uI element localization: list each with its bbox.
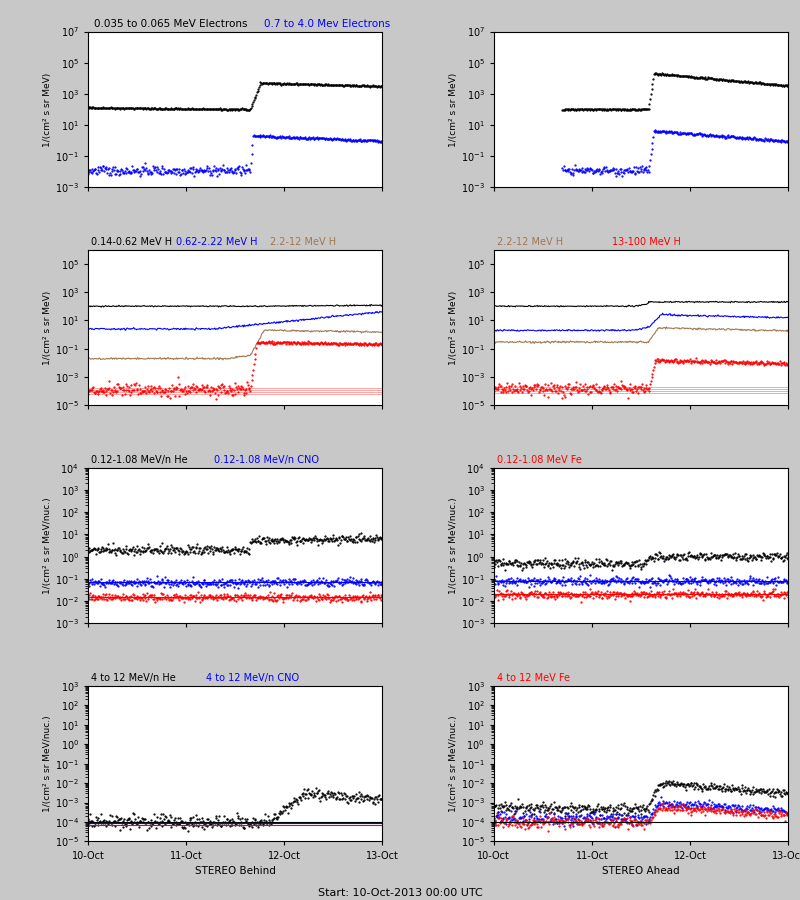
Text: 4 to 12 MeV Fe: 4 to 12 MeV Fe (497, 673, 570, 683)
Text: Start: 10-Oct-2013 00:00 UTC: Start: 10-Oct-2013 00:00 UTC (318, 887, 482, 897)
Text: 2.2-12 MeV H: 2.2-12 MeV H (270, 238, 337, 248)
Y-axis label: 1/(cm² s sr MeV/nuc.): 1/(cm² s sr MeV/nuc.) (43, 716, 52, 812)
Y-axis label: 1/(cm² s sr MeV/nuc.): 1/(cm² s sr MeV/nuc.) (449, 497, 458, 594)
Y-axis label: 1/(cm² s sr MeV): 1/(cm² s sr MeV) (449, 72, 458, 147)
Text: 4 to 12 MeV/n CNO: 4 to 12 MeV/n CNO (206, 673, 298, 683)
Y-axis label: 1/(cm² s sr MeV/nuc.): 1/(cm² s sr MeV/nuc.) (43, 497, 52, 594)
Y-axis label: 1/(cm² s sr MeV/nuc.): 1/(cm² s sr MeV/nuc.) (449, 716, 458, 812)
Text: 0.14-0.62 MeV H: 0.14-0.62 MeV H (91, 238, 172, 248)
Text: 0.7 to 4.0 Mev Electrons: 0.7 to 4.0 Mev Electrons (265, 19, 390, 29)
Text: 0.62-2.22 MeV H: 0.62-2.22 MeV H (176, 238, 258, 248)
Text: 0.12-1.08 MeV/n He: 0.12-1.08 MeV/n He (91, 455, 187, 465)
Text: 13-100 MeV H: 13-100 MeV H (611, 238, 681, 248)
Text: 2.2-12 MeV H: 2.2-12 MeV H (497, 238, 563, 248)
Text: 0.12-1.08 MeV/n CNO: 0.12-1.08 MeV/n CNO (214, 455, 319, 465)
Y-axis label: 1/(cm² s sr MeV): 1/(cm² s sr MeV) (43, 72, 52, 147)
X-axis label: STEREO Behind: STEREO Behind (194, 866, 275, 876)
Text: 0.035 to 0.065 MeV Electrons: 0.035 to 0.065 MeV Electrons (94, 19, 247, 29)
Text: 4 to 12 MeV/n He: 4 to 12 MeV/n He (91, 673, 176, 683)
X-axis label: STEREO Ahead: STEREO Ahead (602, 866, 680, 876)
Y-axis label: 1/(cm² s sr MeV): 1/(cm² s sr MeV) (449, 291, 458, 364)
Text: 0.12-1.08 MeV Fe: 0.12-1.08 MeV Fe (497, 455, 582, 465)
Y-axis label: 1/(cm² s sr MeV): 1/(cm² s sr MeV) (43, 291, 52, 364)
